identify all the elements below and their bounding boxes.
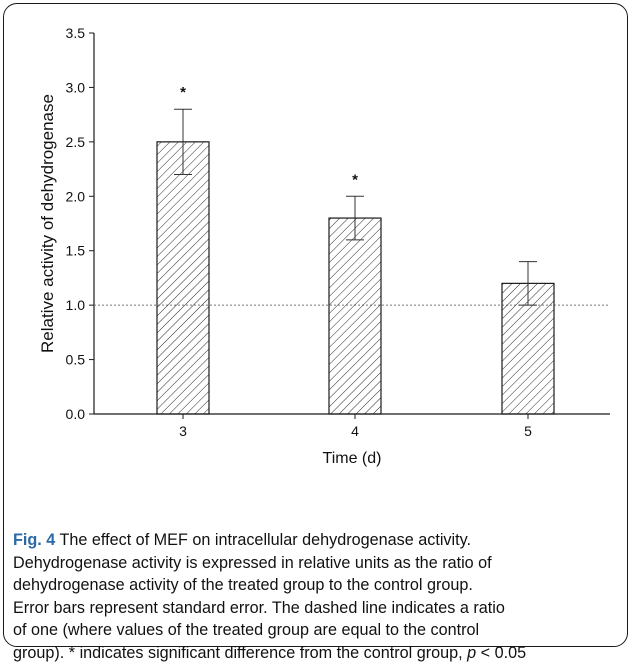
y-tick-label: 2.0 bbox=[66, 188, 86, 204]
figure-label: Fig. 4 bbox=[13, 531, 56, 549]
y-axis-title: Relative activity of dehydrogenase bbox=[38, 94, 57, 353]
caption-line-5: of one (where values of the treated grou… bbox=[13, 621, 480, 639]
x-tick-label: 3 bbox=[179, 423, 187, 439]
y-tick-label: 3.0 bbox=[66, 79, 86, 95]
y-tick-label: 3.5 bbox=[66, 25, 86, 41]
bar bbox=[156, 141, 210, 415]
y-tick-label: 1.0 bbox=[66, 297, 86, 313]
significance-marker: * bbox=[352, 171, 358, 188]
p-symbol: p bbox=[467, 643, 477, 662]
y-tick-label: 0.5 bbox=[66, 352, 86, 368]
axis-labels: Time (d) Relative activity of dehydrogen… bbox=[38, 94, 381, 467]
caption-line-3: dehydrogenase activity of the treated gr… bbox=[13, 576, 473, 594]
caption-line-6: group). * indicates significant differen… bbox=[13, 643, 468, 662]
p-threshold: < 0.05 bbox=[476, 643, 527, 662]
caption-line-1: The effect of MEF on intracellular dehyd… bbox=[59, 531, 472, 549]
x-tick-label: 5 bbox=[524, 423, 532, 439]
bar-chart: 0.00.51.01.52.02.53.03.53 4 5 ** Time (d) … bbox=[38, 25, 610, 467]
x-tick-label: 4 bbox=[351, 423, 359, 439]
y-tick-label: 2.5 bbox=[66, 134, 86, 150]
figure-caption: Fig. 4 The effect of MEF on intracellula… bbox=[13, 529, 619, 664]
significance-marker: * bbox=[180, 84, 186, 101]
caption-line-4: Error bars represent standard error. The… bbox=[13, 598, 505, 617]
y-tick-label: 0.0 bbox=[66, 406, 86, 422]
caption-line-2: Dehydrogenase activity is expressed in r… bbox=[13, 553, 492, 572]
bars: ** bbox=[156, 84, 555, 415]
bar bbox=[328, 217, 382, 415]
y-tick-label: 1.5 bbox=[66, 243, 86, 259]
x-axis-title: Time (d) bbox=[323, 450, 382, 467]
